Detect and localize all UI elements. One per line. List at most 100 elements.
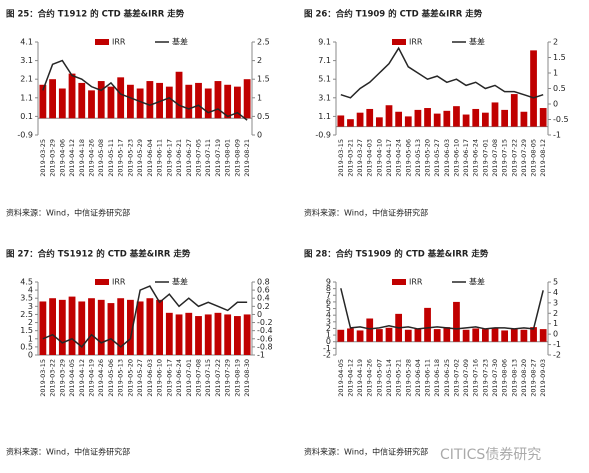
y2-tick-label: 0.8 (257, 278, 270, 287)
bar (49, 79, 56, 119)
x-tick-label: 2019-03-21 (346, 139, 354, 177)
x-tick-label: 2019-03-22 (49, 359, 57, 397)
y2-tick-label: -0.2 (257, 318, 273, 327)
bar (530, 327, 537, 342)
bar (224, 84, 232, 119)
bar (462, 329, 470, 342)
x-tick-label: 2019-03-15 (337, 139, 345, 177)
x-tick-label: 2019-06-10 (452, 139, 460, 177)
bar (97, 81, 105, 119)
x-tick-label: 2019-05-21 (395, 359, 403, 397)
bar (39, 84, 47, 119)
y2-tick-label: 0.5 (257, 112, 270, 121)
y-tick-label: 2.1 (20, 75, 33, 84)
y2-tick-label: -2 (553, 351, 561, 360)
y2-tick-label: -0.5 (553, 115, 569, 124)
bar (424, 108, 431, 127)
x-tick-label: 2019-04-26 (88, 139, 96, 177)
x-tick-label: 2019-06-24 (175, 359, 183, 397)
legend-label: 基差 (469, 277, 485, 287)
x-tick-label: 2019-08-20 (520, 359, 528, 397)
x-tick-label: 2019-08-19 (233, 359, 241, 397)
bar (347, 119, 354, 127)
bar (366, 108, 374, 127)
y2-tick-label: 0 (553, 100, 558, 109)
x-tick-label: 2019-07-02 (452, 359, 460, 397)
x-tick-label: 2019-08-09 (233, 139, 241, 177)
y2-tick-label: -0.6 (257, 334, 273, 343)
x-tick-label: 2019-04-18 (78, 139, 86, 177)
bar (337, 115, 345, 127)
bar (530, 50, 537, 127)
y-tick-label: 0.5 (20, 342, 33, 351)
y2-tick-label: 0.2 (257, 302, 270, 311)
bar (234, 316, 241, 355)
y-tick-label: 3.1 (20, 56, 33, 65)
x-tick-label: 2019-07-09 (462, 359, 470, 397)
y2-tick-label: 2 (553, 309, 558, 318)
bar (356, 112, 364, 127)
bar (510, 328, 518, 342)
x-tick-label: 2019-06-21 (175, 139, 183, 177)
line (340, 46, 544, 99)
bar (78, 82, 86, 119)
legend-label: IRR (409, 38, 423, 47)
y-tick-label: 3.5 (20, 294, 33, 303)
y2-tick-label: 0 (257, 310, 262, 319)
legend-swatch (392, 39, 406, 45)
y-tick-label: 4.1 (20, 38, 33, 47)
y-tick-label: 1.5 (20, 326, 33, 335)
bar (539, 329, 547, 342)
x-tick-label: 2019-06-17 (165, 359, 173, 397)
x-tick-label: 2019-06-10 (156, 359, 164, 397)
bar (58, 88, 66, 119)
x-tick-label: 2019-04-03 (366, 139, 374, 177)
bar (68, 296, 76, 355)
x-tick-label: 2019-04-26 (97, 359, 105, 397)
bar (347, 328, 354, 342)
bar (185, 312, 193, 355)
x-tick-label: 2019-04-05 (337, 359, 345, 397)
x-tick-label: 2019-04-12 (346, 359, 354, 397)
bar (107, 86, 115, 119)
bar (337, 329, 345, 342)
chart-title: 图 26：合约 T1909 的 CTD 基差&IRR 走势 (304, 9, 483, 20)
bar (234, 86, 241, 119)
y2-tick-label: -0.8 (257, 342, 273, 351)
x-tick-label: 2019-07-29 (520, 139, 528, 177)
y-tick-label: 1 (28, 334, 33, 343)
y-tick-label: 1 (326, 331, 331, 340)
x-tick-label: 2019-07-01 (185, 359, 193, 397)
x-tick-label: 2019-06-03 (443, 139, 451, 177)
x-tick-label: 2019-07-01 (481, 139, 489, 177)
x-tick-label: 2019-09-03 (539, 359, 547, 397)
x-tick-label: 2019-07-05 (195, 139, 203, 177)
bar (453, 301, 460, 342)
bar (204, 88, 212, 119)
y-tick-label: -1 (323, 344, 331, 353)
y2-tick-label: 5 (553, 278, 558, 287)
x-tick-label: 2019-04-05 (68, 359, 76, 397)
legend-label: IRR (112, 38, 126, 47)
x-tick-label: 2019-03-27 (356, 139, 364, 177)
x-tick-label: 2019-08-27 (530, 359, 538, 397)
x-tick-label: 2019-07-22 (214, 359, 222, 397)
bar (146, 81, 154, 119)
y-tick-label: 4 (28, 286, 33, 295)
x-tick-label: 2019-08-06 (501, 359, 509, 397)
y2-tick-label: 0 (257, 131, 262, 140)
watermark: CITICS债券研究 (440, 447, 541, 463)
y-tick-label: -0.9 (17, 131, 33, 140)
y2-tick-label: 0 (553, 330, 558, 339)
bar (156, 299, 163, 355)
bar (501, 109, 509, 127)
x-tick-label: 2019-06-04 (146, 139, 154, 177)
y2-tick-label: 4 (553, 288, 558, 297)
x-tick-label: 2019-04-26 (366, 359, 374, 397)
bar (88, 90, 95, 119)
x-tick-label: 2019-05-06 (107, 359, 115, 397)
y2-tick-label: -0.4 (257, 326, 273, 335)
x-tick-label: 2019-08-05 (530, 139, 538, 177)
x-tick-label: 2019-07-08 (195, 359, 203, 397)
